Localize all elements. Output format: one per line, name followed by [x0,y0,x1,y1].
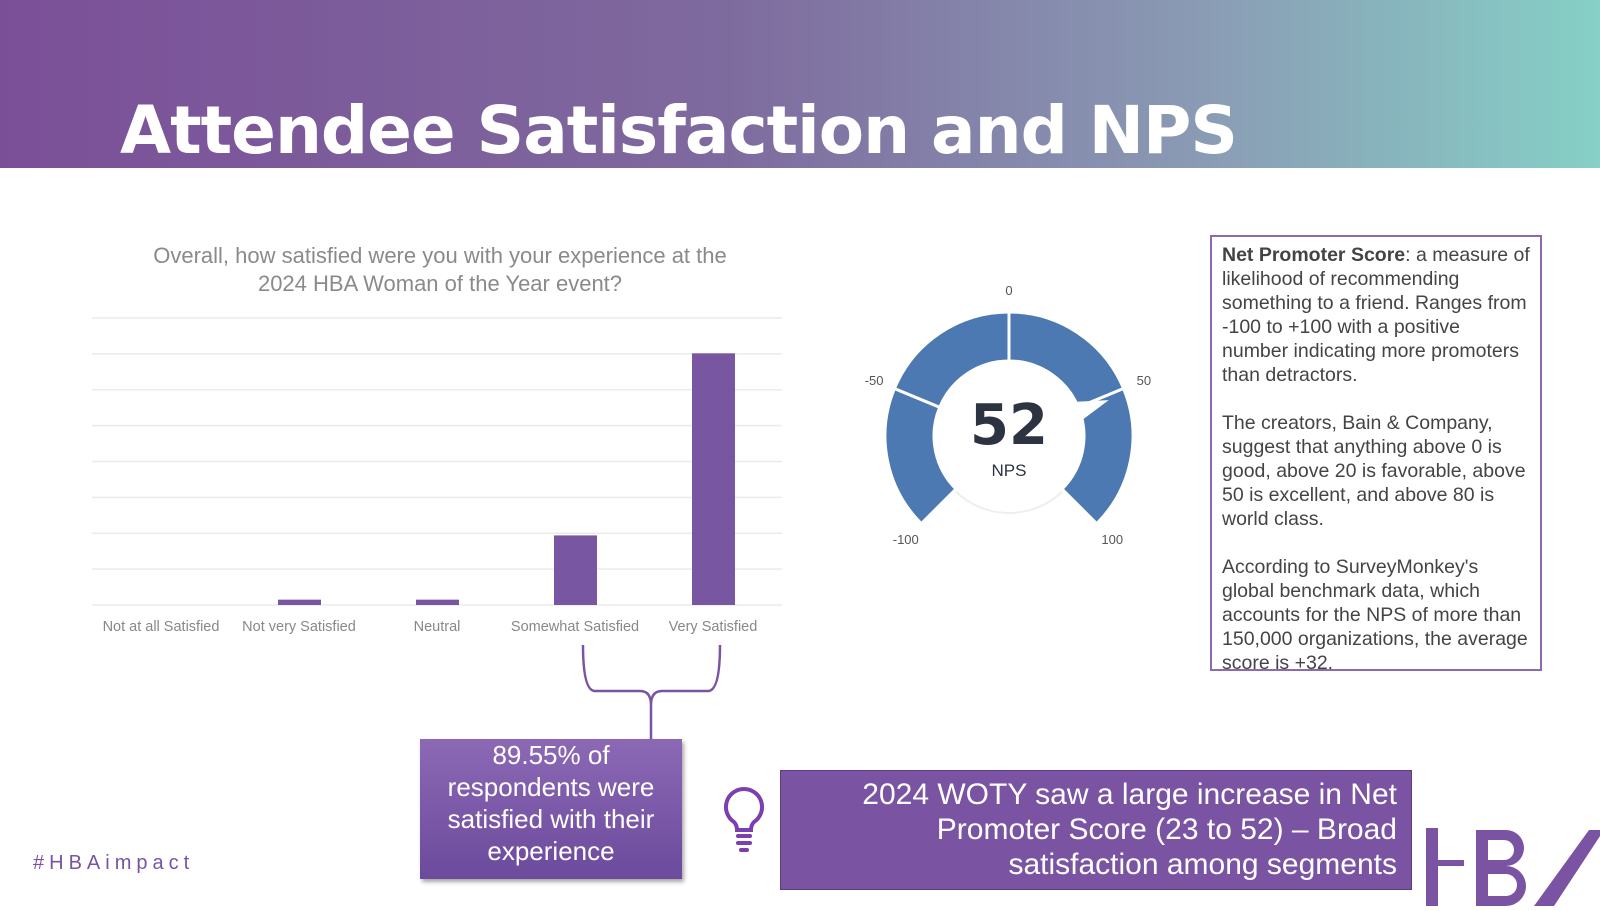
bar-4 [692,353,735,605]
gauge-needle [1073,400,1109,422]
chart-title: Overall, how satisfied were you with you… [153,243,727,296]
nps-value: 52 [970,393,1048,458]
info-definition: : a measure of likelihood of recommendin… [1222,244,1530,386]
x-tick-label: Not very Satisfied [242,619,356,635]
info-benchmark: According to SurveyMonkey's global bench… [1222,556,1528,674]
info-term: Net Promoter Score [1222,244,1406,266]
hba-logo [1424,826,1600,906]
gauge-tick-label: -50 [865,373,884,388]
bar-1 [278,599,321,605]
bracket [581,644,722,739]
hashtag: #HBAimpact [33,852,195,874]
insight-banner: 2024 WOTY saw a large increase in Net Pr… [780,770,1412,890]
x-tick-label: Not at all Satisfied [103,619,220,635]
nps-info-box: Net Promoter Score: a measure of likelih… [1210,235,1542,674]
gauge-tick-label: 100 [1101,532,1123,547]
page-title: Attendee Satisfaction and NPS [120,92,1238,169]
satisfaction-callout: 89.55% of respondents were satisfied wit… [420,739,682,879]
gauge-tick-label: -100 [893,532,919,547]
bar-2 [416,599,459,605]
x-tick-label: Somewhat Satisfied [511,619,639,635]
x-tick-label: Very Satisfied [669,619,758,635]
gauge-tick-label: 50 [1137,373,1151,388]
x-tick-label: Neutral [414,619,461,635]
gauge-segment [1059,386,1135,526]
nps-label: NPS [992,461,1027,480]
header-banner [0,0,1600,168]
bar-3 [554,535,597,605]
lightbulb-icon [723,786,765,852]
gauge-tick-label: 0 [1005,283,1012,298]
info-bain: The creators, Bain & Company, suggest th… [1222,412,1526,530]
